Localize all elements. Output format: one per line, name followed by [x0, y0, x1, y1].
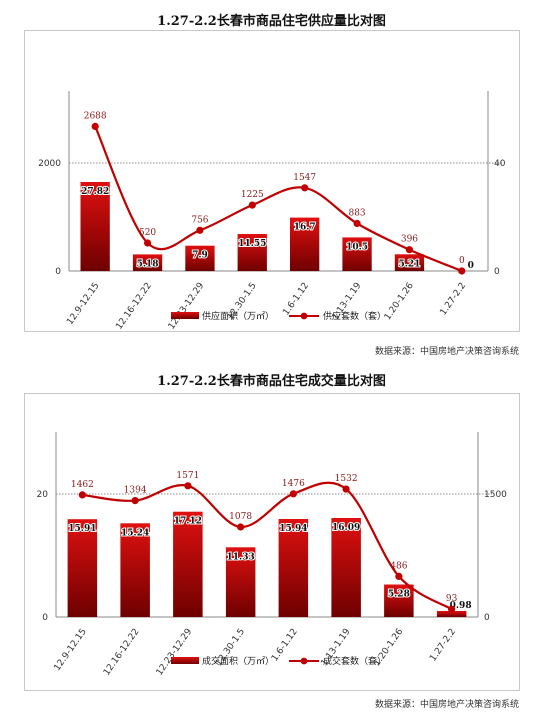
line-point — [196, 226, 204, 234]
bar-value-label: 10.5 — [346, 242, 368, 252]
bar-value-label: 17.12 — [174, 517, 202, 527]
line-value-label: 520 — [139, 228, 156, 238]
legend-bar-swatch — [171, 312, 199, 319]
left-tick-label: 0 — [42, 613, 48, 623]
left-tick-label: 20 — [37, 490, 49, 500]
line-point — [91, 122, 99, 130]
chart-title-transaction: 1.27-2.2长春市商品住宅成交量比对图 — [157, 374, 386, 389]
chart-panel-transaction: 0 20 0 1500 15.91 15.24 17.12 11.33 15.94 16.09 5.… — [24, 393, 520, 691]
right-tick-label: 0 — [484, 613, 490, 623]
category-label: 1.6-1.12 — [270, 627, 300, 664]
bar — [331, 518, 361, 617]
bar-value-label: 16.7 — [294, 223, 316, 233]
bar — [225, 547, 256, 617]
category-label: 12.23-12.29 — [155, 627, 195, 678]
bar — [67, 519, 98, 617]
transaction-chart-svg: 0 20 0 1500 15.91 15.24 17.12 11.33 15.94 16.09 5.… — [37, 432, 507, 678]
line-value-label: 1532 — [335, 474, 358, 484]
legend-line-marker — [300, 657, 308, 665]
line-point — [448, 605, 456, 613]
line-point — [144, 239, 152, 247]
category-label: 1.6-1.12 — [281, 281, 311, 318]
line-point — [289, 490, 297, 498]
right-tick-label: 1500 — [484, 490, 507, 500]
line-value-label: 1571 — [176, 471, 199, 481]
data-source-note: 数据来源：中国房地产决策咨询系统 — [374, 700, 519, 710]
line-point — [78, 491, 86, 499]
bar — [80, 182, 110, 271]
bar-value-label: 7.9 — [192, 251, 208, 261]
chart-title-supply: 1.27-2.2长春市商品住宅供应量比对图 — [157, 14, 386, 29]
category-label: 1.27-2.2 — [439, 281, 469, 318]
bar-value-label: 15.91 — [68, 524, 96, 534]
line-value-label: 1462 — [71, 480, 94, 490]
bar — [237, 234, 267, 271]
bar-value-label: 15.94 — [279, 524, 307, 534]
line-point — [131, 497, 139, 505]
right-tick-label: 0 — [494, 267, 500, 277]
legend-label: 供应面积（万㎡） — [202, 310, 274, 322]
category-label: 12.23-12.29 — [167, 281, 207, 331]
line-value-label: 0 — [459, 256, 465, 266]
bar — [132, 254, 163, 271]
bar-value-label: 15.24 — [121, 528, 149, 538]
line-value-label: 1078 — [229, 512, 252, 522]
bar — [342, 237, 372, 271]
line-series — [82, 481, 453, 611]
legend-line-marker — [300, 312, 308, 320]
legend-bar-swatch — [171, 657, 199, 664]
data-source-note: 数据来源：中国房地产决策咨询系统 — [374, 347, 519, 357]
bar — [185, 245, 215, 271]
line-value-label: 756 — [191, 215, 208, 225]
bar — [384, 584, 414, 617]
bar-value-label: 0 — [468, 261, 474, 271]
bar-value-label: 27.82 — [81, 187, 109, 197]
line-value-label: 93 — [446, 594, 458, 604]
bar — [290, 217, 320, 271]
bar-value-label: 11.55 — [238, 239, 266, 249]
bar — [173, 511, 203, 617]
line-point — [301, 184, 309, 192]
left-tick-label: 0 — [55, 267, 61, 277]
line-point — [458, 267, 466, 275]
category-label: 1.27-2.2 — [428, 627, 458, 664]
category-label: 12.16-12.22 — [114, 281, 154, 331]
category-label: 1.20-1.26 — [383, 281, 416, 322]
line-value-label: 883 — [348, 208, 365, 218]
right-tick-label: 40 — [494, 159, 506, 169]
legend-label: 成交面积（万㎡） — [202, 655, 274, 667]
line-point — [395, 572, 403, 580]
line-point — [184, 482, 192, 490]
chart-panel-supply: 0 2000 0 40 27.82 5.18 7.9 11.55 16.7 10.5 5.21 0 26… — [24, 30, 520, 332]
bar-value-label: 5.28 — [388, 590, 410, 600]
bar-value-label: 11.33 — [227, 552, 255, 562]
line-value-label: 1476 — [282, 479, 305, 489]
bar-value-label: 5.18 — [137, 259, 159, 269]
line-point — [248, 201, 256, 209]
bar — [394, 254, 425, 271]
bar — [436, 611, 467, 617]
bar — [278, 519, 309, 617]
line-value-label: 1225 — [241, 190, 264, 200]
bar-value-label: 5.21 — [398, 259, 420, 269]
category-label: 12.16-12.22 — [102, 627, 142, 678]
legend-label: 成交套数（套） — [323, 655, 386, 667]
line-value-label: 1547 — [293, 173, 316, 183]
supply-chart-svg: 0 2000 0 40 27.82 5.18 7.9 11.55 16.7 10.5 5.21 0 26… — [38, 91, 506, 331]
line-value-label: 1394 — [124, 486, 147, 496]
category-label: 12.9-12.15 — [65, 281, 101, 327]
line-point — [237, 523, 245, 531]
line-value-label: 396 — [401, 235, 418, 245]
left-tick-label: 2000 — [38, 159, 61, 169]
line-point — [353, 219, 361, 228]
category-label: 12.9-12.15 — [52, 627, 88, 673]
legend-label: 供应套数（套） — [323, 310, 386, 322]
line-point — [405, 246, 413, 254]
line-value-label: 486 — [390, 561, 407, 571]
line-value-label: 2688 — [84, 111, 107, 121]
bar-value-label: 16.09 — [332, 523, 360, 533]
line-point — [342, 485, 350, 493]
bar — [120, 523, 150, 617]
